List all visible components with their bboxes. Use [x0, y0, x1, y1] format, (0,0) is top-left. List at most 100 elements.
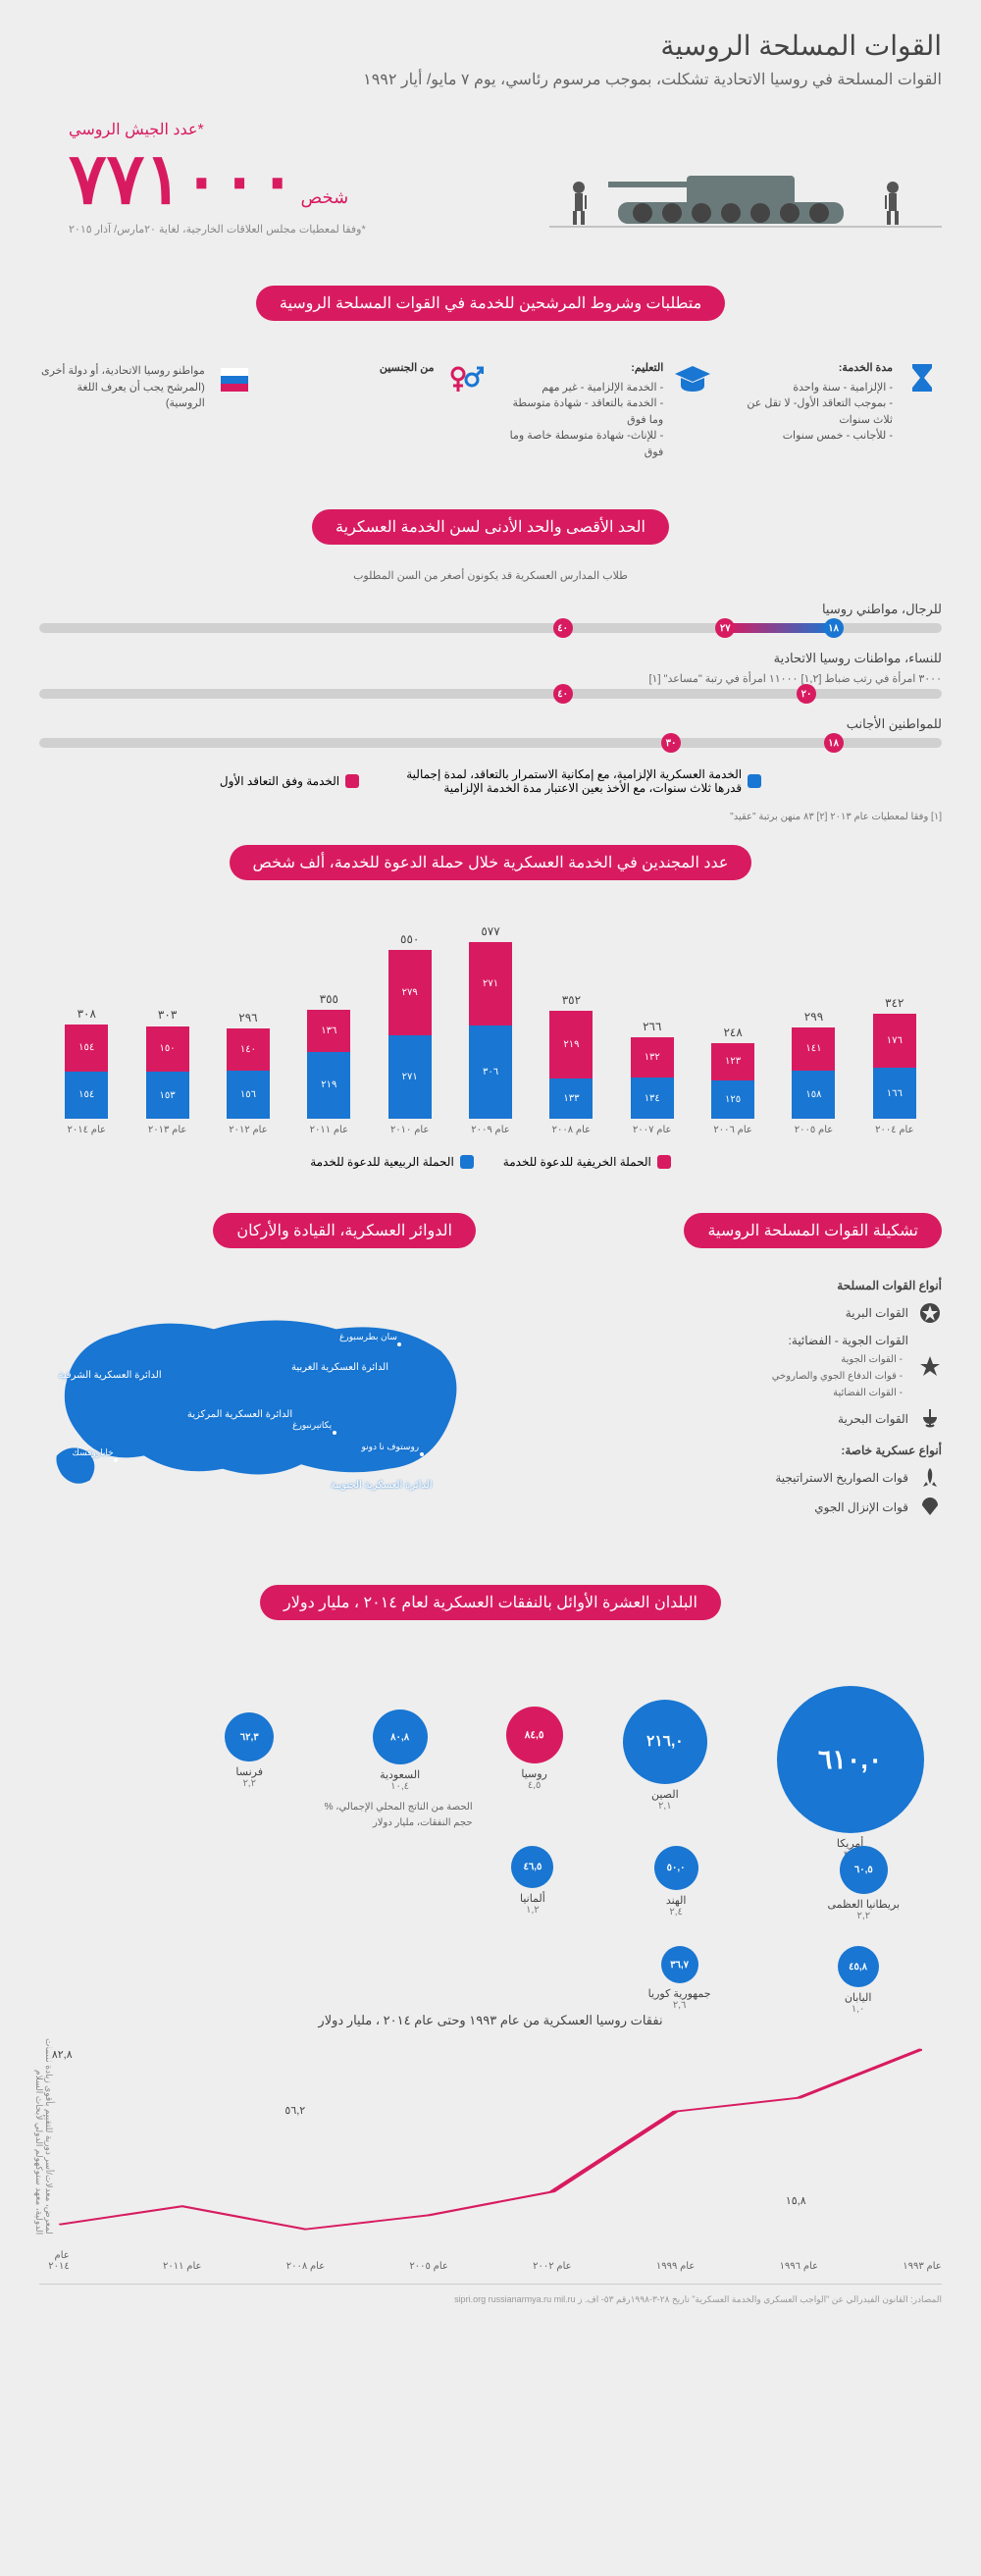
bar-column: ٢٦٦ ١٣٤ ١٣٢ عام ٢٠٠٧	[615, 1020, 690, 1135]
bar-spring: ٣٠٦	[469, 1025, 512, 1119]
bubble-value: ٨٤,٥	[525, 1729, 544, 1741]
spending-banner: البلدان العشرة الأوائل بالنفقات العسكرية…	[260, 1585, 721, 1620]
bubble-gdp: ١,٢	[493, 1905, 572, 1916]
bar-total: ٢٦٦	[643, 1020, 661, 1033]
bar-spring: ١٥٨	[792, 1071, 835, 1119]
parachute-icon	[918, 1496, 942, 1519]
line-year-label: عام ٢٠٠٨	[286, 2261, 325, 2272]
bar-column: ٢٤٨ ١٢٥ ١٢٣ عام ٢٠٠٦	[696, 1025, 770, 1135]
map-district-label: الدائرة العسكرية الجنوبية	[331, 1480, 432, 1491]
force-item: القوات البرية	[505, 1301, 942, 1325]
bar-total: ٣٥٢	[562, 993, 581, 1007]
bar-column: ٢٩٩ ١٥٨ ١٤١ عام ٢٠٠٥	[776, 1010, 851, 1135]
bar-spring: ١٦٦	[873, 1068, 916, 1119]
force-item: قوات الصواريخ الاستراتيجية	[505, 1466, 942, 1490]
line-year-label: عام ٢٠١١	[163, 2261, 201, 2272]
age-row-label: للرجال، مواطني روسيا	[39, 602, 942, 617]
bubble-value: ٣٦,٧	[670, 1960, 689, 1971]
age-marker: ٢٧	[715, 618, 735, 638]
bubble-gdp: ٢,٦	[641, 2000, 719, 2011]
bar-column: ٣٤٢ ١٦٦ ١٧٦ عام ٢٠٠٤	[857, 996, 932, 1135]
line-year-label: عام ١٩٩٦	[780, 2261, 818, 2272]
page-subtitle: القوات المسلحة في روسيا الاتحادية تشكلت،…	[39, 70, 942, 89]
requirements-row: مدة الخدمة:- الإلزامية - سنة واحدة- بموج…	[39, 360, 942, 460]
bar-total: ٥٧٧	[481, 924, 499, 938]
bar-spring: ١٥٣	[146, 1072, 189, 1119]
req-lines: - الإلزامية - سنة واحدة- بموجب التعاقد ا…	[747, 382, 893, 443]
bubble-value: ٦١٠,٠	[818, 1745, 883, 1775]
age-top-note: طلاب المدارس العسكرية قد يكونون أصغر من …	[39, 569, 942, 582]
age-marker: ٤٠	[553, 684, 573, 704]
bubble-value: ٦٢,٣	[240, 1732, 259, 1743]
hero-label: *عدد الجيش الروسي	[69, 120, 549, 139]
spending-bubble: ٣٦,٧	[661, 1946, 698, 1983]
line-year-label: عام ٢٠٠٥	[409, 2261, 447, 2272]
bar-fall: ١٣٦	[307, 1010, 350, 1051]
bubble-value: ٥٠,٠	[667, 1863, 686, 1873]
bar-year: عام ٢٠٠٤	[875, 1125, 913, 1135]
force-label: قوات الصواريخ الاستراتيجية	[775, 1468, 908, 1488]
bar-spring: ١٥٦	[227, 1071, 270, 1119]
bubble-country: أمريكا	[811, 1837, 890, 1850]
legend-label: الحملة الخريفية للدعوة للخدمة	[503, 1155, 651, 1169]
force-sublabel: - القوات الجوية- قوات الدفاع الجوي والصا…	[772, 1351, 908, 1401]
bubble-country-label: اليابان١,٠	[819, 1991, 898, 2015]
bubble-country: جمهورية كوريا	[641, 1987, 719, 2000]
line-year-label: عام ١٩٩٩	[656, 2261, 695, 2272]
req-title: من الجنسين	[380, 360, 435, 377]
bubble-country-label: الصين٢,١	[626, 1788, 704, 1812]
bar-spring: ٢١٩	[307, 1052, 350, 1119]
bar-total: ٣٠٣	[158, 1008, 177, 1022]
map-district-label: الدائرة العسكرية المركزية	[187, 1409, 292, 1420]
bar-year: عام ٢٠٠٥	[795, 1125, 833, 1135]
legend-item: الحملة الربيعية للدعوة للخدمة	[310, 1155, 474, 1169]
bar-year: عام ٢٠٠٨	[552, 1125, 591, 1135]
bar-spring: ١٣٣	[549, 1078, 593, 1119]
bar-total: ٥٥٠	[400, 932, 419, 946]
bubble-country: السعودية	[361, 1768, 439, 1781]
bar-year: عام ٢٠٠٩	[471, 1125, 509, 1135]
spending-bubble: ٦٢,٣	[225, 1712, 274, 1761]
forces-heading-2: أنواع عسكرية خاصة:	[505, 1441, 942, 1460]
bubble-value: ٤٥,٨	[849, 1962, 867, 1972]
req-title: التعليم:	[498, 360, 664, 377]
bar-spring: ١٢٥	[711, 1080, 754, 1119]
req-lines: - الخدمة الإلزامية - غير مهم- الخدمة بال…	[510, 382, 664, 458]
bar-total: ٢٩٩	[804, 1010, 823, 1024]
legend-item: الخدمة وفق التعاقد الأول	[220, 767, 359, 795]
spending-bubble: ٤٦,٥	[511, 1846, 553, 1888]
bar-column: ٣٠٨ ١٥٤ ١٥٤ عام ٢٠١٤	[49, 1007, 124, 1135]
requirement-item: من الجنسين	[269, 360, 484, 460]
bar-fall: ١٥٤	[65, 1025, 108, 1072]
map-city-label: خاباروفسك	[72, 1447, 113, 1458]
legend-label: الحملة الربيعية للدعوة للخدمة	[310, 1155, 454, 1169]
bar-year: عام ٢٠١١	[310, 1125, 348, 1135]
bubble-value: ٨٠,٨	[390, 1732, 409, 1743]
force-label: القوات البرية	[846, 1303, 908, 1323]
bubble-country: روسيا	[495, 1767, 574, 1780]
bar-spring: ١٥٤	[65, 1072, 108, 1119]
bubble-country: اليابان	[819, 1991, 898, 2004]
age-footnotes: [١] وفقا لمعطيات عام ٢٠١٣ [٢] ٨٣ منهن بر…	[39, 810, 942, 825]
bar-column: ٢٩٦ ١٥٦ ١٤٠ عام ٢٠١٢	[211, 1011, 285, 1135]
bar-total: ٣٥٥	[320, 992, 338, 1006]
bar-fall: ١٥٠	[146, 1026, 189, 1073]
army-icon	[918, 1301, 942, 1325]
bubble-country: الصين	[626, 1788, 704, 1801]
bubble-country-label: جمهورية كوريا٢,٦	[641, 1987, 719, 2011]
requirement-item: مدة الخدمة:- الإلزامية - سنة واحدة- بموج…	[727, 360, 942, 460]
legend-label: الخدمة العسكرية الإلزامية، مع إمكانية ال…	[388, 767, 742, 795]
age-marker: ٣٠	[661, 733, 681, 753]
bar-year: عام ٢٠٠٧	[633, 1125, 671, 1135]
bubble-value: ٦٠,٥	[854, 1865, 873, 1875]
line-year-label: عام ٢٠٠٢	[533, 2261, 571, 2272]
map-district-label: الدائرة العسكرية الغربية	[291, 1362, 388, 1373]
force-item: القوات الجوية - الفضائية:- القوات الجوية…	[505, 1331, 942, 1400]
gdp-caption: الحصة من الناتج المحلي الإجمالي، %	[325, 1800, 473, 1815]
russia-map: الدائرة العسكرية الشرقيةالدائرة العسكرية…	[39, 1266, 476, 1541]
age-row: للنساء، مواطنات روسيا الاتحادية٣٠٠٠ امرأ…	[39, 651, 942, 699]
line-chart-title: نفقات روسيا العسكرية من عام ١٩٩٣ وحتى عا…	[39, 2013, 942, 2028]
bubble-caption: الحصة من الناتج المحلي الإجمالي، %حجم ال…	[325, 1800, 473, 1831]
bar-fall: ١٤٠	[227, 1028, 270, 1072]
rocket-icon	[918, 1466, 942, 1490]
